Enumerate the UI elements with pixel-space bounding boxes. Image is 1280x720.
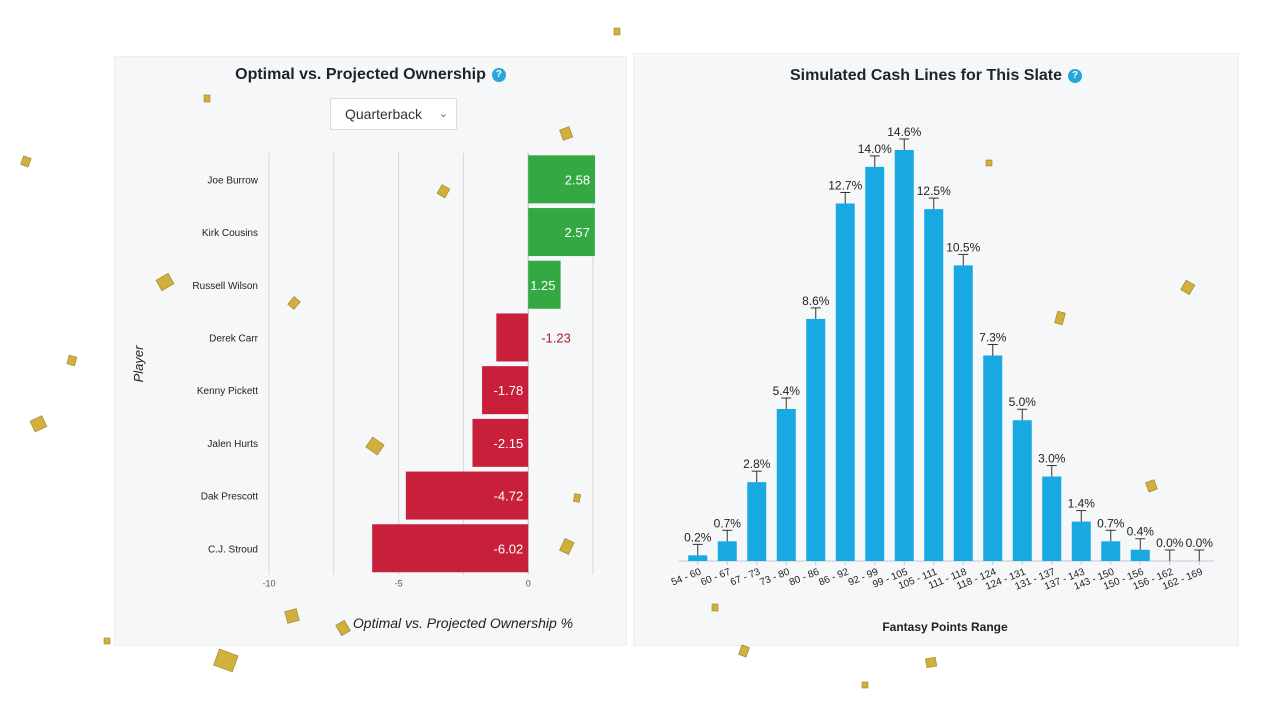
bar — [528, 260, 561, 309]
bar-value-label: 0.7% — [714, 516, 742, 530]
player-label: Russell Wilson — [192, 281, 258, 292]
confetti-piece — [925, 656, 938, 669]
bar-value-label: 0.0% — [1186, 536, 1214, 550]
player-label: Derek Carr — [209, 333, 259, 344]
bar-value-label: 2.8% — [743, 457, 771, 471]
player-label: Kirk Cousins — [202, 228, 258, 239]
question-circle-icon[interactable]: ? — [1068, 69, 1083, 83]
bar — [1071, 521, 1091, 561]
bar-value-label: -2.15 — [494, 436, 524, 451]
bar-value-label: 12.5% — [917, 184, 951, 198]
confetti-piece — [613, 27, 621, 36]
confetti-piece — [738, 644, 750, 658]
position-dropdown-value: Quarterback — [345, 106, 423, 122]
ownership-chart: -10 -5 0 Joe Burrow 2.58 Kirk Cousins 2.57 Russ… — [131, 153, 596, 631]
ownership-title-text: Optimal vs. Projected Ownership — [235, 66, 486, 83]
bar — [1042, 476, 1062, 561]
player-label: Jalen Hurts — [207, 439, 258, 450]
bar-value-label: 12.7% — [828, 178, 862, 192]
bar — [472, 418, 529, 467]
bar-value-label: 0.7% — [1097, 516, 1125, 530]
bar — [924, 209, 944, 561]
x-tick-label: -10 — [262, 579, 275, 589]
bar — [747, 482, 767, 561]
bar — [528, 208, 595, 257]
player-label: C.J. Stroud — [208, 544, 258, 555]
confetti-piece — [103, 637, 111, 645]
bar-value-label: 14.6% — [887, 125, 921, 139]
bar-value-label: -4.72 — [494, 489, 524, 504]
bar — [806, 318, 826, 561]
bar — [528, 155, 596, 204]
bar — [405, 471, 529, 520]
x-tick-label: 80 - 86 — [788, 566, 821, 588]
x-tick-label: 54 - 60 — [670, 566, 703, 588]
bar-value-label: 0.4% — [1127, 525, 1155, 539]
bar-value-label: 2.57 — [565, 225, 590, 240]
bar-value-label: 1.4% — [1068, 497, 1096, 511]
confetti-piece — [29, 415, 48, 433]
bar — [894, 150, 914, 561]
x-tick-label: 0 — [526, 579, 531, 589]
x-tick-label: 73 - 80 — [758, 566, 791, 588]
bar — [865, 166, 885, 561]
bar-value-label: 2.58 — [565, 172, 590, 187]
bar — [1130, 549, 1150, 561]
bar-value-label: 3.0% — [1038, 452, 1066, 466]
confetti-piece — [66, 354, 78, 367]
bar — [688, 555, 708, 561]
bar-value-label: -1.23 — [541, 330, 571, 345]
bar-value-label: -6.02 — [494, 541, 524, 556]
bar-value-label: 8.6% — [802, 294, 830, 308]
ownership-panel-title: Optimal vs. Projected Ownership? — [115, 66, 626, 84]
bar — [983, 355, 1003, 561]
player-label: Dak Prescott — [201, 492, 258, 503]
confetti-piece — [861, 681, 869, 689]
x-axis-title: Fantasy Points Range — [882, 620, 1008, 634]
position-dropdown[interactable]: Quarterback ⌄ — [330, 98, 457, 130]
cash-lines-panel: Simulated Cash Lines for This Slate? 0.2… — [633, 53, 1239, 646]
bar-value-label: 14.0% — [858, 142, 892, 156]
chevron-down-icon: ⌄ — [438, 108, 448, 120]
bar — [776, 408, 796, 561]
ownership-panel: Optimal vs. Projected Ownership? Quarter… — [114, 56, 627, 646]
bar-value-label: 1.25 — [530, 278, 555, 293]
bar — [372, 524, 529, 573]
y-axis-title: Player — [131, 345, 146, 383]
x-tick-label: 67 - 73 — [729, 566, 762, 588]
bar-value-label: -1.78 — [494, 383, 524, 398]
player-label: Kenny Pickett — [197, 386, 258, 397]
confetti-piece — [213, 648, 239, 673]
x-tick-label: 60 - 67 — [699, 566, 732, 588]
player-label: Joe Burrow — [207, 175, 258, 186]
x-axis-title: Optimal vs. Projected Ownership % — [353, 615, 573, 631]
cash-lines-title-text: Simulated Cash Lines for This Slate — [789, 67, 1063, 84]
bar-value-label: 5.4% — [773, 384, 801, 398]
bar — [835, 203, 855, 561]
bar-value-label: 7.3% — [979, 331, 1007, 345]
bar — [717, 541, 737, 561]
confetti-piece — [20, 155, 32, 168]
cash-lines-panel-title: Simulated Cash Lines for This Slate? — [634, 67, 1238, 85]
bar-value-label: 5.0% — [1009, 395, 1037, 409]
bar-value-label: 0.0% — [1156, 536, 1184, 550]
bar-value-label: 0.2% — [684, 530, 712, 544]
x-tick-label: -5 — [395, 579, 403, 589]
bar — [482, 366, 529, 415]
x-tick-label: 86 - 92 — [817, 566, 850, 588]
bar — [953, 265, 973, 561]
bar — [496, 313, 529, 362]
cash-lines-chart: 0.2% 54 - 60 0.7% 60 - 67 2.8% 67 - 73 5.4% 73 … — [670, 125, 1214, 634]
bar-value-label: 10.5% — [946, 240, 980, 254]
bar — [1012, 420, 1032, 561]
question-circle-icon[interactable]: ? — [491, 68, 506, 82]
bar — [1101, 541, 1121, 561]
